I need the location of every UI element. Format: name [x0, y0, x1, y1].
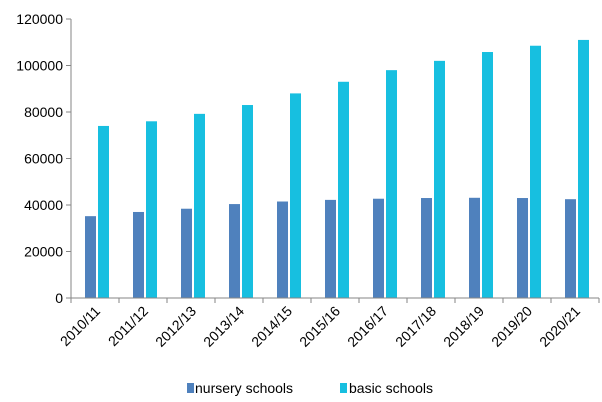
x-tick-label: 2019/20	[488, 303, 535, 350]
bar-nursery-schools-2010-11	[85, 216, 96, 298]
legend-label-nursery-schools: nursery schools	[195, 380, 293, 396]
legend-swatch-basic-schools	[340, 383, 347, 393]
bar-basic-schools-2014-15	[290, 93, 301, 299]
y-tick-label: 20000	[24, 244, 63, 260]
legend-label-basic-schools: basic schools	[349, 380, 433, 396]
x-tick-label: 2017/18	[392, 303, 439, 350]
bar-basic-schools-2012-13	[194, 113, 205, 298]
bar-basic-schools-2010-11	[98, 125, 109, 298]
legend-swatch-nursery-schools	[187, 383, 194, 393]
bar-nursery-schools-2013-14	[229, 204, 240, 298]
bar-nursery-schools-2019-20	[517, 198, 528, 298]
x-tick-label: 2014/15	[248, 303, 295, 350]
bar-nursery-schools-2014-15	[277, 201, 288, 298]
x-tick-label: 2020/21	[536, 303, 583, 350]
bar-basic-schools-2015-16	[338, 81, 349, 299]
bar-basic-schools-2011-12	[146, 121, 157, 298]
y-tick-label: 100000	[16, 58, 63, 74]
bar-basic-schools-2019-20	[530, 45, 541, 298]
bar-nursery-schools-2015-16	[325, 199, 336, 298]
bars	[85, 39, 589, 299]
x-tick-label: 2011/12	[105, 303, 152, 350]
x-tick-label: 2012/13	[152, 303, 199, 350]
bar-basic-schools-2017-18	[434, 60, 445, 298]
bar-nursery-schools-2017-18	[421, 198, 432, 298]
y-tick-label: 0	[55, 290, 63, 306]
x-axis-tick-labels: 2010/11 2011/12 2012/13 2013/14 2014/15 …	[57, 303, 584, 350]
bar-basic-schools-2016-17	[386, 70, 397, 299]
x-tick-label: 2016/17	[344, 303, 391, 350]
bar-nursery-schools-2016-17	[373, 198, 384, 298]
bar-nursery-schools-2012-13	[181, 208, 192, 298]
bar-nursery-schools-2020-21	[565, 199, 576, 298]
bar-basic-schools-2020-21	[578, 39, 589, 299]
bar-nursery-schools-2011-12	[133, 211, 144, 298]
axis-ticks	[66, 18, 600, 303]
bar-basic-schools-2013-14	[242, 105, 253, 299]
legend: nursery schools basic schools	[187, 380, 433, 396]
bar-basic-schools-2018-19	[482, 52, 493, 298]
bar-nursery-schools-2018-19	[469, 197, 480, 298]
x-tick-label: 2013/14	[200, 303, 247, 350]
x-tick-label: 2018/19	[440, 303, 487, 350]
y-axis-tick-labels: 0 20000 40000 60000 80000 100000 120000	[16, 11, 63, 306]
y-tick-label: 80000	[24, 104, 63, 120]
y-tick-label: 120000	[16, 11, 63, 27]
x-tick-label: 2010/11	[57, 303, 104, 350]
x-tick-label: 2015/16	[296, 303, 343, 350]
y-tick-label: 40000	[24, 197, 63, 213]
y-tick-label: 60000	[24, 151, 63, 167]
